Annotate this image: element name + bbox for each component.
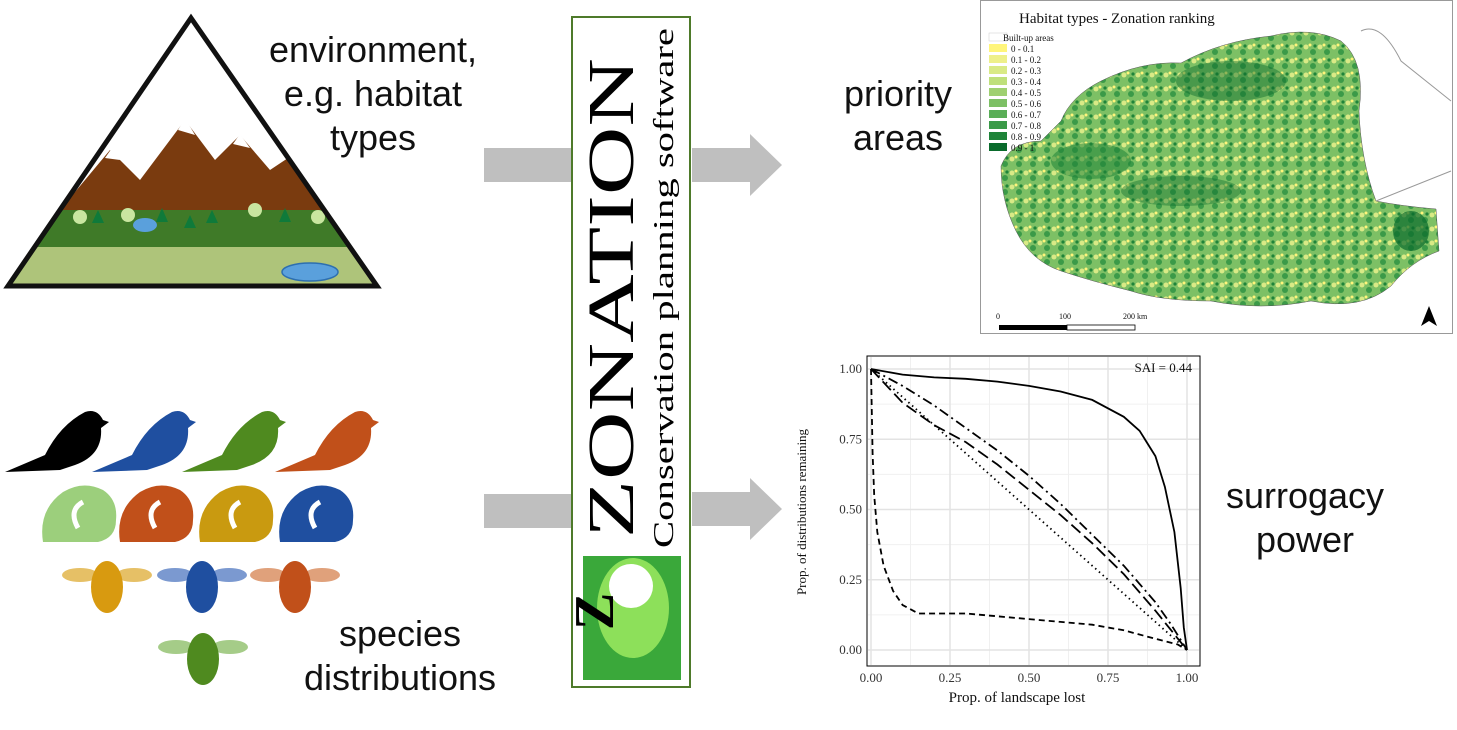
environment-label-line: environment,: [268, 29, 478, 70]
priority-label-line: priority: [843, 73, 953, 114]
y-tick-label: 1.00: [839, 361, 862, 376]
surrogacy-label: surrogacy power: [1210, 474, 1400, 562]
bird-icon-green: [182, 411, 286, 472]
legend-swatch: [989, 143, 1007, 151]
legend-swatch: [989, 88, 1007, 96]
arrow-bottom-left: [484, 494, 574, 528]
zonation-title: ZONATION: [575, 58, 648, 538]
species-label: species distributions: [270, 612, 530, 700]
bird-icon-black: [5, 411, 109, 472]
series-line-dashdot: [870, 368, 1188, 651]
map-scale-bar: 0 100 200 km: [996, 312, 1148, 331]
zonation-badge: Z: [564, 556, 681, 680]
scale-label-200: 200 km: [1123, 312, 1148, 321]
frog-icon-lightgreen: [42, 485, 117, 542]
legend-label: 0.3 - 0.4: [1011, 77, 1041, 87]
environment-triangle-illustration: [3, 13, 382, 289]
chart-ticks: 0.00 0.00 0.25 0.25 0.50 0.50 0.75 0.75 1.00 1.00: [839, 361, 1198, 685]
series-line-longdash: [870, 368, 1188, 651]
bird-icon-orange: [275, 411, 379, 472]
map-title: Habitat types - Zonation ranking: [1019, 11, 1215, 27]
species-silhouettes: [5, 411, 379, 685]
y-tick-label: 0.25: [839, 572, 862, 587]
legend-label: 0.1 - 0.2: [1011, 55, 1041, 65]
legend-swatch: [989, 99, 1007, 107]
x-axis-label: Prop. of landscape lost: [949, 690, 1086, 706]
legend-label: 0.9 - 1: [1011, 143, 1034, 153]
arrow-top-right: [692, 134, 782, 196]
legend-label: 0.8 - 0.9: [1011, 132, 1041, 142]
legend-label: 0.2 - 0.3: [1011, 66, 1041, 76]
legend-swatch: [988, 32, 1008, 42]
legend-swatch: [989, 55, 1007, 63]
environment-label-line: types: [329, 117, 417, 158]
environment-label: environment, e.g. habitat types: [238, 28, 508, 160]
bee-icon-orange: [250, 561, 340, 613]
frog-icon-blue: [279, 485, 354, 542]
legend-swatch: [989, 77, 1007, 85]
scale-label-0: 0: [996, 312, 1000, 321]
environment-label-line: e.g. habitat: [283, 73, 463, 114]
surrogacy-label-line: surrogacy: [1225, 475, 1385, 516]
frog-icon-yellow: [199, 485, 274, 542]
bee-icon-yellow: [62, 561, 152, 613]
frog-icon-orange: [119, 485, 194, 542]
species-label-line: species: [338, 613, 462, 654]
legend-swatch: [989, 66, 1007, 74]
arrow-bottom-right: [692, 478, 782, 540]
series-line-dotted: [870, 368, 1188, 651]
bee-icon-blue: [157, 561, 247, 613]
y-tick-label: 0.00: [839, 642, 862, 657]
x-tick-label: 0.75: [1097, 670, 1120, 685]
x-tick-label: 0.00: [860, 670, 883, 685]
habitat-map-panel: Habitat types - Zonation ranking Built-u…: [980, 0, 1453, 334]
legend-label: 0.4 - 0.5: [1011, 88, 1041, 98]
legend-swatch: [989, 44, 1007, 52]
zonation-subtitle: Conservation planning software: [648, 28, 680, 548]
legend-label: 0.5 - 0.6: [1011, 99, 1041, 109]
legend-swatch: [989, 132, 1007, 140]
priority-label-line: areas: [852, 117, 944, 158]
y-axis-label: Prop. of distributions remaining: [794, 428, 809, 595]
x-tick-label: 0.25: [939, 670, 962, 685]
legend-label: 0.6 - 0.7: [1011, 110, 1041, 120]
x-tick-label: 0.50: [1018, 670, 1041, 685]
legend-swatch: [989, 121, 1007, 129]
arrow-top-left: [484, 148, 574, 182]
performance-curve-chart: 0.00 0.00 0.25 0.25 0.50 0.50 0.75 0.75 1.00 1.00…: [792, 352, 1207, 712]
north-arrow-icon: [1421, 306, 1437, 326]
legend-swatch: [989, 110, 1007, 118]
chart-series: [870, 368, 1188, 651]
y-tick-label: 0.50: [839, 502, 862, 517]
zonation-logo-graphic: ZONATION Conservation planning software …: [564, 28, 681, 680]
bee-icon-green: [158, 633, 248, 685]
zonation-panel: ZONATION Conservation planning software …: [564, 16, 691, 688]
surrogacy-label-line: power: [1255, 519, 1355, 560]
legend-label: 0.7 - 0.8: [1011, 121, 1041, 131]
legend-label: 0 - 0.1: [1011, 44, 1034, 54]
bird-icon-blue: [92, 411, 196, 472]
legend-label: Built-up areas: [1003, 33, 1054, 43]
romania-map-shape: [1000, 31, 1440, 307]
species-label-line: distributions: [303, 657, 497, 698]
series-line-dashed: [870, 368, 1188, 651]
y-tick-label: 0.75: [839, 431, 862, 446]
priority-label: priority areas: [818, 72, 978, 160]
series-line-solid: [870, 368, 1188, 651]
chart-grid: [868, 357, 1199, 665]
chart-annotation: SAI = 0.44: [1134, 360, 1192, 375]
x-tick-label: 1.00: [1176, 670, 1199, 685]
scale-label-100: 100: [1059, 312, 1071, 321]
zonation-badge-letter: Z: [573, 593, 626, 630]
